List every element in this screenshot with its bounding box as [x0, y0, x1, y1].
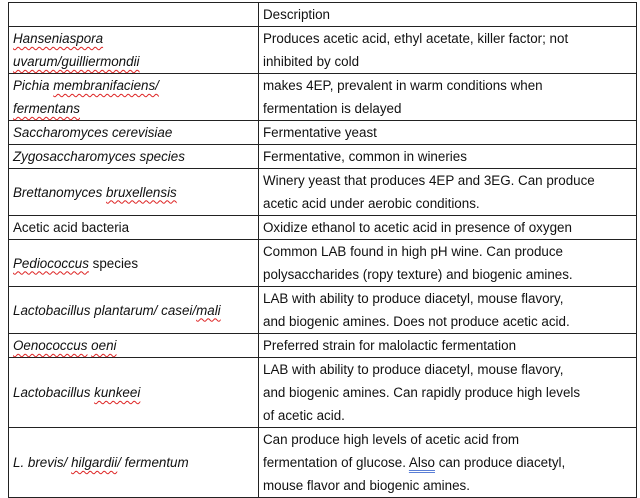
organism-text: Zygosaccharomyces species: [13, 149, 185, 164]
organism-cell: Brettanomyces bruxellensis: [8, 168, 259, 216]
table-row: Lactobacillus kunkeei LAB with ability to…: [8, 357, 637, 428]
description-line: LAB with ability to produce diacetyl, mo…: [263, 291, 564, 306]
header-description-cell: Description: [258, 2, 637, 27]
description-line: makes 4EP, prevalent in warm conditions …: [263, 78, 543, 93]
spellcheck-word: fermentans: [13, 101, 80, 116]
description-line: inhibited by cold: [263, 54, 360, 69]
organism-cell: Saccharomyces cerevisiae: [8, 120, 259, 145]
description-cell: LAB with ability to produce diacetyl, mo…: [258, 357, 637, 428]
description-cell: Oxidize ethanol to acetic acid in presen…: [258, 215, 637, 240]
organism-line: Acetic acid bacteria: [13, 216, 254, 239]
organism-cell: Lactobacillus kunkeei: [8, 357, 259, 428]
organism-line: Pichia membranifaciens/: [13, 74, 254, 97]
spellcheck-word: Oenococcus: [13, 338, 88, 353]
description-cell: Common LAB found in high pH wine. Can pr…: [258, 239, 637, 287]
description-line: Fermentative yeast: [263, 125, 377, 140]
table-row: Saccharomyces cerevisiae Fermentative yea…: [8, 120, 637, 145]
spellcheck-word: oeni: [91, 338, 117, 353]
description-line: fermentation is delayed: [263, 101, 402, 116]
spellcheck-word: uvarum/guilliermondii: [13, 54, 140, 69]
table-row: Pichia membranifaciens/fermentans makes 4…: [8, 73, 637, 121]
description-cell: Fermentative yeast: [258, 120, 637, 145]
description-cell: Preferred strain for malolactic fermenta…: [258, 333, 637, 358]
table-row: Pediococcus species Common LAB found in h…: [8, 239, 637, 287]
description-cell: LAB with ability to produce diacetyl, mo…: [258, 286, 637, 334]
organism-text: Acetic acid bacteria: [13, 220, 130, 235]
description-line: of acetic acid.: [263, 408, 345, 423]
grammar-check-word: Also: [408, 455, 435, 470]
header-row: Description: [8, 2, 637, 27]
organism-text: L. brevis/: [13, 455, 72, 470]
spellcheck-word: Pediococcus: [13, 255, 89, 271]
spellcheck-word: kunkeei: [94, 385, 141, 400]
description-line: and biogenic amines. Does not produce ac…: [263, 314, 570, 329]
description-line: LAB with ability to produce diacetyl, mo…: [263, 362, 564, 377]
organism-cell: Lactobacillus plantarum/ casei/mali: [8, 286, 259, 334]
organism-cell: Pediococcus species: [8, 239, 259, 287]
organism-line: fermentans: [13, 97, 254, 120]
organism-text: Lactobacillus: [13, 385, 95, 400]
organism-text: / fermentum: [117, 455, 189, 470]
organism-line: Lactobacillus kunkeei: [13, 381, 254, 404]
description-line: Fermentative, common in wineries: [263, 149, 467, 164]
organism-text: Lactobacillus plantarum/ casei/: [13, 302, 197, 318]
organism-line: Hanseniaspora: [13, 27, 254, 50]
spellcheck-word: bruxellensis: [106, 184, 177, 200]
organism-line: uvarum/guilliermondii: [13, 50, 254, 73]
organism-table: Description Hanseniaspora uvarum/guillier…: [8, 2, 637, 498]
description-line: Produces acetic acid, ethyl acetate, kil…: [263, 31, 569, 46]
organism-cell: Hanseniaspora uvarum/guilliermondii: [8, 26, 259, 74]
table-row: Acetic acid bacteria Oxidize ethanol to a…: [8, 215, 637, 240]
organism-line: Saccharomyces cerevisiae: [13, 121, 254, 144]
organism-text: Brettanomyces: [13, 184, 107, 200]
organism-text: Saccharomyces cerevisiae: [13, 125, 173, 140]
organism-line: Pediococcus species: [13, 252, 254, 275]
table-row: Hanseniaspora uvarum/guilliermondii Produc…: [8, 26, 637, 74]
organism-line: Brettanomyces bruxellensis: [13, 181, 254, 204]
description-line: Oxidize ethanol to acetic acid in presen…: [263, 220, 572, 235]
organism-line: Lactobacillus plantarum/ casei/mali: [13, 299, 254, 322]
description-line: acetic acid under aerobic conditions.: [263, 196, 480, 211]
table-row: L. brevis/ hilgardii/ fermentum Can produ…: [8, 427, 637, 498]
spellcheck-word: hilgardii: [71, 455, 118, 470]
description-cell: makes 4EP, prevalent in warm conditions …: [258, 73, 637, 121]
spellcheck-word: Hanseniaspora: [13, 31, 104, 46]
table-row: Lactobacillus plantarum/ casei/mali LAB w…: [8, 286, 637, 334]
organism-line: Oenococcus oeni: [13, 334, 254, 357]
organism-line: L. brevis/ hilgardii/ fermentum: [13, 451, 254, 474]
description-line: Winery yeast that produces 4EP and 3EG. …: [263, 173, 595, 188]
organism-text: Pichia: [13, 78, 54, 93]
organism-cell: Zygosaccharomyces species: [8, 144, 259, 169]
organism-cell: Pichia membranifaciens/fermentans: [8, 73, 259, 121]
organism-line: Zygosaccharomyces species: [13, 145, 254, 168]
description-line: fermentation of glucose. Also can produc…: [263, 455, 566, 470]
description-cell: Produces acetic acid, ethyl acetate, kil…: [258, 26, 637, 74]
table-row: Oenococcus oeni Preferred strain for malo…: [8, 333, 637, 358]
table-row: Brettanomyces bruxellensis Winery yeast t…: [8, 168, 637, 216]
description-cell: Can produce high levels of acetic acid f…: [258, 427, 637, 498]
organism-text: species: [88, 255, 139, 271]
organism-cell: Oenococcus oeni: [8, 333, 259, 358]
organism-cell: Acetic acid bacteria: [8, 215, 259, 240]
spellcheck-word: membranifaciens/: [53, 78, 159, 93]
description-line: mouse flavor and biogenic amines.: [263, 478, 470, 493]
organism-cell: L. brevis/ hilgardii/ fermentum: [8, 427, 259, 498]
description-cell: Winery yeast that produces 4EP and 3EG. …: [258, 168, 637, 216]
description-line: Preferred strain for malolactic fermenta…: [263, 338, 517, 353]
description-cell: Fermentative, common in wineries: [258, 144, 637, 169]
spellcheck-word: mali: [196, 302, 221, 318]
header-organism-cell: [8, 2, 259, 27]
description-line: polysaccharides (ropy texture) and bioge…: [263, 267, 573, 282]
description-line: and biogenic amines. Can rapidly produce…: [263, 385, 581, 400]
table-row: Zygosaccharomyces species Fermentative, c…: [8, 144, 637, 169]
description-line: Common LAB found in high pH wine. Can pr…: [263, 244, 563, 259]
description-line: Can produce high levels of acetic acid f…: [263, 432, 520, 447]
